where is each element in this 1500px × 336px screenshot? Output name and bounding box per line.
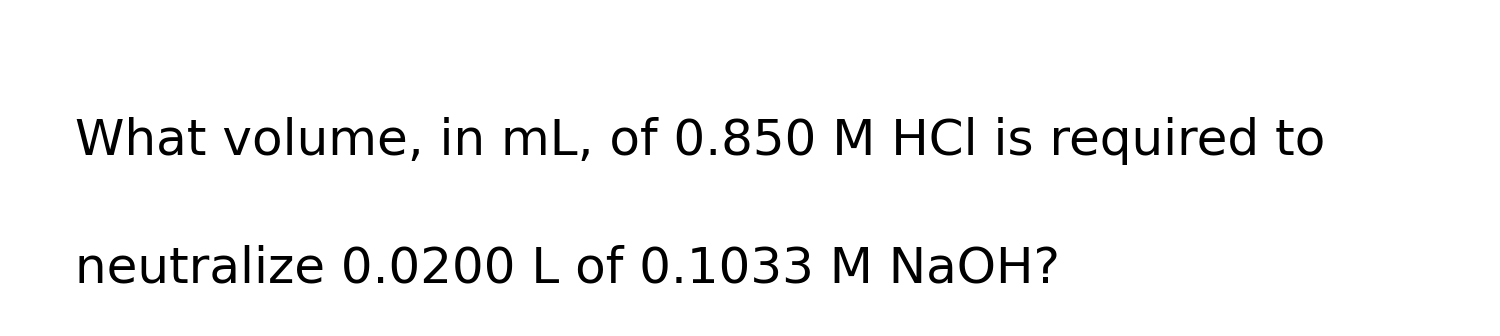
Text: What volume, in mL, of 0.850 M HCl is required to: What volume, in mL, of 0.850 M HCl is re… bbox=[75, 117, 1326, 165]
Text: neutralize 0.0200 L of 0.1033 M NaOH?: neutralize 0.0200 L of 0.1033 M NaOH? bbox=[75, 245, 1060, 293]
